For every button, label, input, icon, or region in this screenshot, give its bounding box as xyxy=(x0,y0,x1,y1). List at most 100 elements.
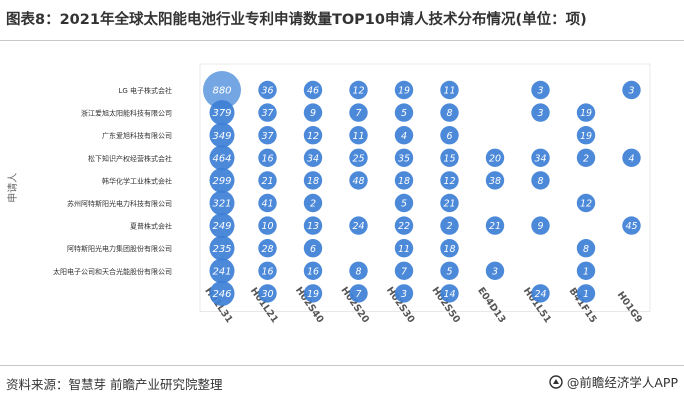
bubble xyxy=(440,193,459,213)
bubble xyxy=(485,148,505,167)
applicant-label: 浙江爱旭太阳能科技有限公司 xyxy=(81,109,172,118)
applicant-label: 广东爱旭科技有限公司 xyxy=(102,131,172,140)
bubble-label: 25 xyxy=(352,153,364,164)
bubble xyxy=(531,284,550,303)
bubble-label: 35 xyxy=(398,153,410,164)
bubble xyxy=(258,103,277,122)
bubble-label: 2 xyxy=(310,199,316,210)
title-divider xyxy=(0,40,684,41)
bubble xyxy=(349,103,368,122)
bubble-label: 37 xyxy=(261,131,273,142)
source-note: 资料来源：智慧芽 前瞻产业研究院整理 xyxy=(6,377,223,392)
bubble xyxy=(440,261,459,280)
bubble-label: 349 xyxy=(212,131,231,142)
bubble-label: 1 xyxy=(583,289,589,300)
bubble xyxy=(440,148,459,167)
bubble-label: 8 xyxy=(583,244,589,255)
bubble xyxy=(394,284,414,303)
bubble-label: 321 xyxy=(212,199,231,210)
bubble xyxy=(303,80,323,100)
bubble xyxy=(349,261,368,280)
bubble-label: 12 xyxy=(580,199,592,210)
bubble xyxy=(394,261,414,280)
bubble xyxy=(258,193,277,213)
bubble-label: 14 xyxy=(443,289,455,300)
bubble xyxy=(258,80,277,100)
bubble xyxy=(209,122,235,148)
bubble-label: 5 xyxy=(401,108,407,119)
bubble-label: 9 xyxy=(310,108,316,119)
brand-logo-icon xyxy=(549,374,563,389)
bubble xyxy=(258,171,277,190)
bubble-label: 11 xyxy=(398,244,410,255)
bubble-label: 15 xyxy=(443,153,455,164)
bubble-label: 3 xyxy=(492,266,498,277)
bubble-label: 3 xyxy=(401,289,407,300)
bubble-label: 19 xyxy=(307,289,319,300)
bubble xyxy=(209,280,235,306)
bubble xyxy=(576,239,596,258)
bubble-label: 16 xyxy=(261,266,273,277)
bubble-label: 379 xyxy=(212,108,231,119)
bubble-label: 24 xyxy=(534,289,546,300)
bubble-label: 18 xyxy=(398,176,410,187)
bubble xyxy=(209,235,235,261)
bubble-label: 36 xyxy=(261,86,273,97)
bubble-label: 16 xyxy=(307,266,319,277)
bubble xyxy=(258,148,277,167)
bubble xyxy=(394,171,414,190)
bubble-label: 249 xyxy=(212,221,231,232)
bubble-label: 28 xyxy=(261,244,273,255)
bubble xyxy=(303,171,323,190)
bubble xyxy=(258,261,277,280)
bubble-label: 7 xyxy=(401,266,407,277)
bubble-label: 19 xyxy=(580,108,592,119)
bubble xyxy=(394,103,414,122)
bubble-label: 880 xyxy=(212,86,231,97)
bubble xyxy=(258,239,277,258)
bubble-label: 34 xyxy=(534,153,546,164)
bubble xyxy=(303,103,323,122)
y-axis-title: 申请人 xyxy=(6,173,19,203)
bubble xyxy=(209,145,235,171)
bubble-label: 4 xyxy=(401,131,407,142)
bubble-label: 5 xyxy=(446,266,452,277)
brand-text: @前瞻经济学人APP xyxy=(566,375,678,390)
bubble xyxy=(349,126,368,145)
applicant-label: LG 电子株式会社 xyxy=(118,86,172,95)
bubble-label: 7 xyxy=(355,289,361,300)
bubble xyxy=(576,284,596,303)
bubble-label: 2 xyxy=(583,153,589,164)
bubble xyxy=(394,126,414,145)
bubble xyxy=(576,261,596,280)
bubble-label: 1 xyxy=(583,266,589,277)
bubble xyxy=(209,100,235,126)
bubble xyxy=(440,103,459,122)
brand-credit: @前瞻经济学人APP xyxy=(549,372,678,391)
bubble-label: 18 xyxy=(443,244,455,255)
bubble xyxy=(349,148,368,167)
bubble-label: 18 xyxy=(307,176,319,187)
bubble-label: 45 xyxy=(625,221,637,232)
bubble-label: 4 xyxy=(628,153,634,164)
bubble-label: 21 xyxy=(261,176,273,187)
bubble xyxy=(622,80,641,100)
bubble-label: 13 xyxy=(307,221,319,232)
bubble xyxy=(531,80,550,100)
bubble-label: 464 xyxy=(212,153,231,164)
bubble xyxy=(440,171,459,190)
bubble xyxy=(485,261,505,280)
bubble-label: 10 xyxy=(261,221,273,232)
applicant-label: 苏州阿特斯阳光电力科技有限公司 xyxy=(67,199,172,208)
bubble-label: 48 xyxy=(352,176,364,187)
bubble-label: 8 xyxy=(537,176,543,187)
bubble-chart: 申请人 LG 电子株式会社浙江爱旭太阳能科技有限公司广东爱旭科技有限公司松下知识产… xyxy=(6,63,651,325)
bubble xyxy=(258,216,277,235)
bubble xyxy=(209,190,235,216)
bubble xyxy=(485,171,505,190)
bubble-label: 12 xyxy=(443,176,455,187)
bubble xyxy=(531,148,550,167)
bubble-label: 19 xyxy=(580,131,592,142)
bubble xyxy=(440,126,459,145)
bubble xyxy=(440,80,459,100)
